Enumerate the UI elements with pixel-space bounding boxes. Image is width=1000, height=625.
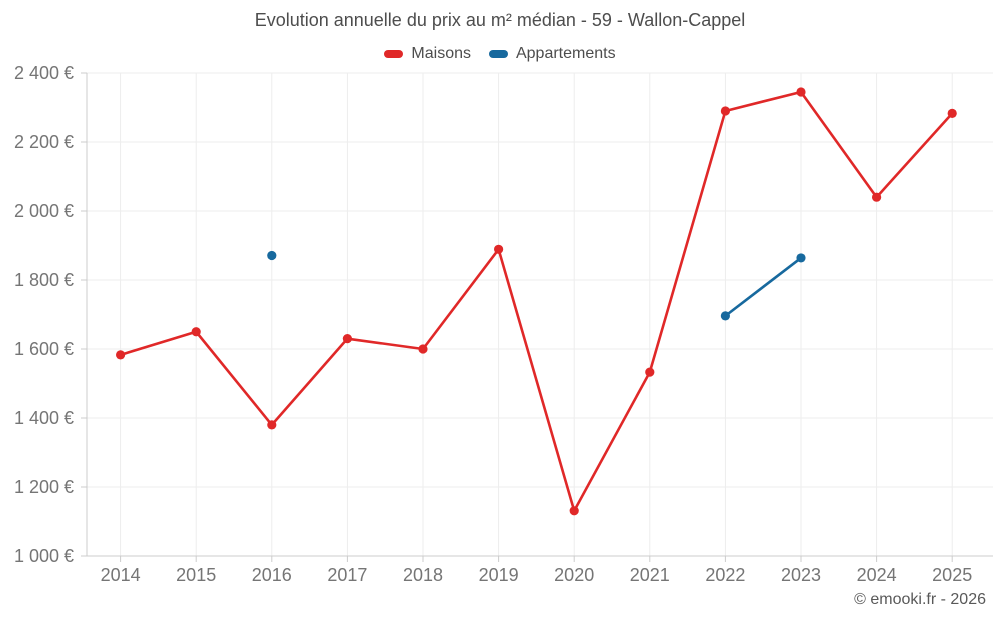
data-point-maisons-2017[interactable]: [342, 334, 352, 344]
x-tick-label: 2025: [932, 565, 972, 585]
x-tick-label: 2018: [403, 565, 443, 585]
x-tick-label: 2021: [630, 565, 670, 585]
x-tick-label: 2023: [781, 565, 821, 585]
data-point-maisons-2019[interactable]: [494, 244, 504, 254]
x-tick-label: 2024: [857, 565, 897, 585]
y-tick-label: 2 400 €: [14, 63, 74, 83]
x-tick-label: 2015: [176, 565, 216, 585]
legend-item-maisons[interactable]: Maisons: [384, 45, 471, 63]
data-point-appartements-2023[interactable]: [796, 253, 806, 263]
legend: Maisons Appartements: [0, 45, 1000, 63]
y-tick-label: 1 000 €: [14, 546, 74, 566]
appartements-series-marker: [488, 50, 508, 58]
y-tick-label: 2 000 €: [14, 201, 74, 221]
x-tick-label: 2014: [101, 565, 141, 585]
data-point-maisons-2015[interactable]: [191, 327, 201, 337]
data-point-maisons-2025[interactable]: [947, 108, 957, 118]
y-tick-label: 1 400 €: [14, 408, 74, 428]
data-point-maisons-2021[interactable]: [645, 367, 655, 377]
legend-label-maisons: Maisons: [411, 45, 471, 62]
x-tick-label: 2019: [479, 565, 519, 585]
x-tick-label: 2020: [554, 565, 594, 585]
y-tick-label: 2 200 €: [14, 132, 74, 152]
x-tick-label: 2016: [252, 565, 292, 585]
x-tick-label: 2022: [705, 565, 745, 585]
data-point-appartements-2016[interactable]: [267, 250, 277, 261]
legend-label-appartements: Appartements: [515, 45, 616, 62]
y-tick-label: 1 800 €: [14, 270, 74, 290]
data-point-maisons-2016[interactable]: [267, 420, 277, 430]
data-point-maisons-2022[interactable]: [720, 106, 731, 116]
data-point-maisons-2014[interactable]: [116, 350, 126, 360]
y-tick-label: 1 600 €: [14, 339, 74, 359]
y-tick-label: 1 200 €: [14, 477, 74, 497]
chart-title: Evolution annuelle du prix au m² médian …: [254, 10, 746, 30]
data-point-maisons-2020[interactable]: [569, 506, 579, 516]
data-point-maisons-2018[interactable]: [418, 344, 428, 354]
x-tick-label: 2017: [327, 565, 367, 585]
legend-item-appartements[interactable]: Appartements: [488, 45, 616, 63]
data-point-appartements-2022[interactable]: [720, 311, 731, 321]
data-point-maisons-2023[interactable]: [796, 87, 806, 97]
series-line-appartements: [724, 256, 803, 318]
series-line-maisons: [119, 90, 954, 513]
data-point-maisons-2024[interactable]: [872, 192, 882, 202]
credit-text: © emooki.fr - 2026: [854, 591, 986, 608]
maisons-series-marker: [384, 50, 404, 58]
